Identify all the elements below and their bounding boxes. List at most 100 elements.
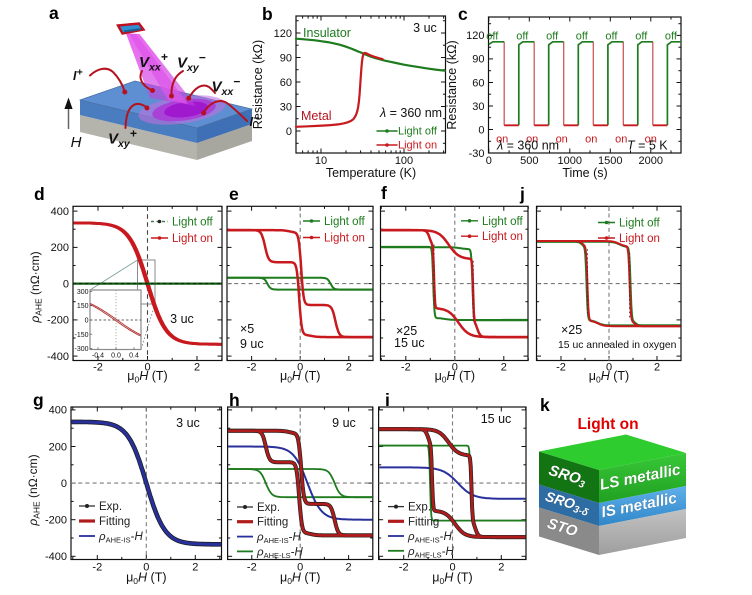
svg-text:-300: -300 <box>74 346 88 353</box>
svg-text:H: H <box>71 134 82 151</box>
svg-text:200: 200 <box>49 441 67 453</box>
svg-text:0: 0 <box>449 562 455 574</box>
svg-text:0: 0 <box>144 362 150 374</box>
svg-text:120: 120 <box>466 30 484 42</box>
svg-text:d: d <box>34 184 45 204</box>
svg-text:off: off <box>635 31 648 43</box>
svg-text:Light on: Light on <box>172 233 213 245</box>
svg-text:0: 0 <box>606 362 612 374</box>
svg-text:Exp.: Exp. <box>408 502 431 514</box>
svg-text:0: 0 <box>452 362 458 374</box>
svg-text:9 uc: 9 uc <box>332 416 356 430</box>
svg-text:Light off: Light off <box>398 126 438 138</box>
svg-text:λ = 360 nm: λ = 360 nm <box>496 139 559 153</box>
svg-text:0: 0 <box>61 478 67 490</box>
svg-text:ρAHE (nΩ·cm): ρAHE (nΩ·cm) <box>26 454 42 526</box>
svg-text:on: on <box>645 134 657 146</box>
svg-text:μ0H (T): μ0H (T) <box>432 571 472 587</box>
svg-text:μ0H (T): μ0H (T) <box>126 571 166 587</box>
svg-text:λ = 360 nm: λ = 360 nm <box>379 106 442 120</box>
svg-text:500: 500 <box>520 155 538 167</box>
svg-text:-2: -2 <box>556 362 566 374</box>
svg-text:100: 100 <box>395 155 413 167</box>
svg-text:150: 150 <box>77 303 89 310</box>
svg-text:f: f <box>381 183 387 203</box>
svg-text:Vxx−: Vxx− <box>212 75 241 99</box>
svg-text:×25: ×25 <box>396 324 417 338</box>
svg-text:0: 0 <box>85 318 89 325</box>
svg-text:-400: -400 <box>45 551 67 563</box>
svg-text:90: 90 <box>280 52 292 64</box>
svg-text:3 uc: 3 uc <box>413 21 437 35</box>
svg-text:Vxx+: Vxx+ <box>139 50 168 74</box>
svg-text:off: off <box>516 31 529 43</box>
svg-text:2: 2 <box>346 562 352 574</box>
svg-text:ρAHE (nΩ·cm): ρAHE (nΩ·cm) <box>28 251 44 323</box>
svg-text:on: on <box>526 134 538 146</box>
svg-text:μ0H (T): μ0H (T) <box>127 369 167 385</box>
svg-text:off: off <box>605 31 618 43</box>
svg-text:0.4: 0.4 <box>129 353 139 360</box>
svg-text:on: on <box>615 134 627 146</box>
svg-text:I+: I+ <box>73 67 83 84</box>
svg-text:-2: -2 <box>247 362 257 374</box>
svg-text:-200: -200 <box>47 315 69 327</box>
svg-text:μ0H (T): μ0H (T) <box>280 571 320 587</box>
svg-text:9 uc: 9 uc <box>240 337 264 351</box>
svg-text:2: 2 <box>346 362 352 374</box>
svg-text:Light on: Light on <box>324 233 365 245</box>
svg-text:I−: I− <box>250 113 260 130</box>
svg-text:-2: -2 <box>401 362 411 374</box>
svg-text:0: 0 <box>486 155 492 167</box>
svg-text:μ0H (T): μ0H (T) <box>280 369 320 385</box>
svg-text:-2: -2 <box>93 362 103 374</box>
svg-text:90: 90 <box>472 54 484 66</box>
svg-text:2: 2 <box>194 362 200 374</box>
svg-text:400: 400 <box>51 206 69 218</box>
svg-text:3 uc: 3 uc <box>176 416 200 430</box>
svg-text:i: i <box>385 390 390 410</box>
svg-text:c: c <box>458 4 468 24</box>
svg-text:-2: -2 <box>92 562 102 574</box>
svg-text:Resistance (kΩ): Resistance (kΩ) <box>251 40 265 129</box>
svg-text:Vxy−: Vxy− <box>177 51 206 75</box>
svg-text:off: off <box>546 31 559 43</box>
svg-text:30: 30 <box>472 101 484 113</box>
svg-text:Light on: Light on <box>398 140 437 152</box>
svg-text:60: 60 <box>472 77 484 89</box>
svg-text:0: 0 <box>143 562 149 574</box>
svg-text:on: on <box>496 134 508 146</box>
svg-text:400: 400 <box>49 405 67 417</box>
svg-text:-200: -200 <box>45 515 67 527</box>
svg-text:2: 2 <box>654 362 660 374</box>
svg-text:h: h <box>229 390 240 410</box>
svg-text:60: 60 <box>280 77 292 89</box>
svg-text:0: 0 <box>286 126 292 138</box>
svg-text:ρAHE-IS-H: ρAHE-IS-H <box>256 532 301 546</box>
svg-text:ρAHE-LS-H: ρAHE-LS-H <box>256 546 304 560</box>
svg-text:15 uc: 15 uc <box>481 412 512 426</box>
svg-text:15 uc annealed in oxygen: 15 uc annealed in oxygen <box>558 340 677 351</box>
svg-text:1500: 1500 <box>598 155 622 167</box>
svg-text:Light off: Light off <box>324 216 366 228</box>
svg-text:-2: -2 <box>247 562 257 574</box>
svg-text:Light off: Light off <box>172 217 214 229</box>
svg-text:15 uc: 15 uc <box>394 336 425 350</box>
svg-text:ρAHE-LS-H: ρAHE-LS-H <box>407 546 455 560</box>
svg-text:on: on <box>585 134 597 146</box>
svg-text:off: off <box>486 31 499 43</box>
svg-text:k: k <box>540 395 550 415</box>
svg-text:300: 300 <box>77 289 89 296</box>
svg-text:Exp.: Exp. <box>257 502 280 514</box>
svg-text:Fitting: Fitting <box>257 517 288 529</box>
svg-text:Vxy+: Vxy+ <box>108 127 137 151</box>
svg-text:j: j <box>519 184 525 204</box>
svg-text:Time (s): Time (s) <box>562 166 607 180</box>
svg-text:ρAHE-IS-H: ρAHE-IS-H <box>407 531 452 545</box>
svg-text:×5: ×5 <box>240 322 254 336</box>
svg-text:2: 2 <box>498 562 504 574</box>
svg-text:2: 2 <box>192 562 198 574</box>
svg-text:1000: 1000 <box>558 155 582 167</box>
svg-text:Insulator: Insulator <box>303 26 351 40</box>
svg-text:Metal: Metal <box>301 109 332 123</box>
